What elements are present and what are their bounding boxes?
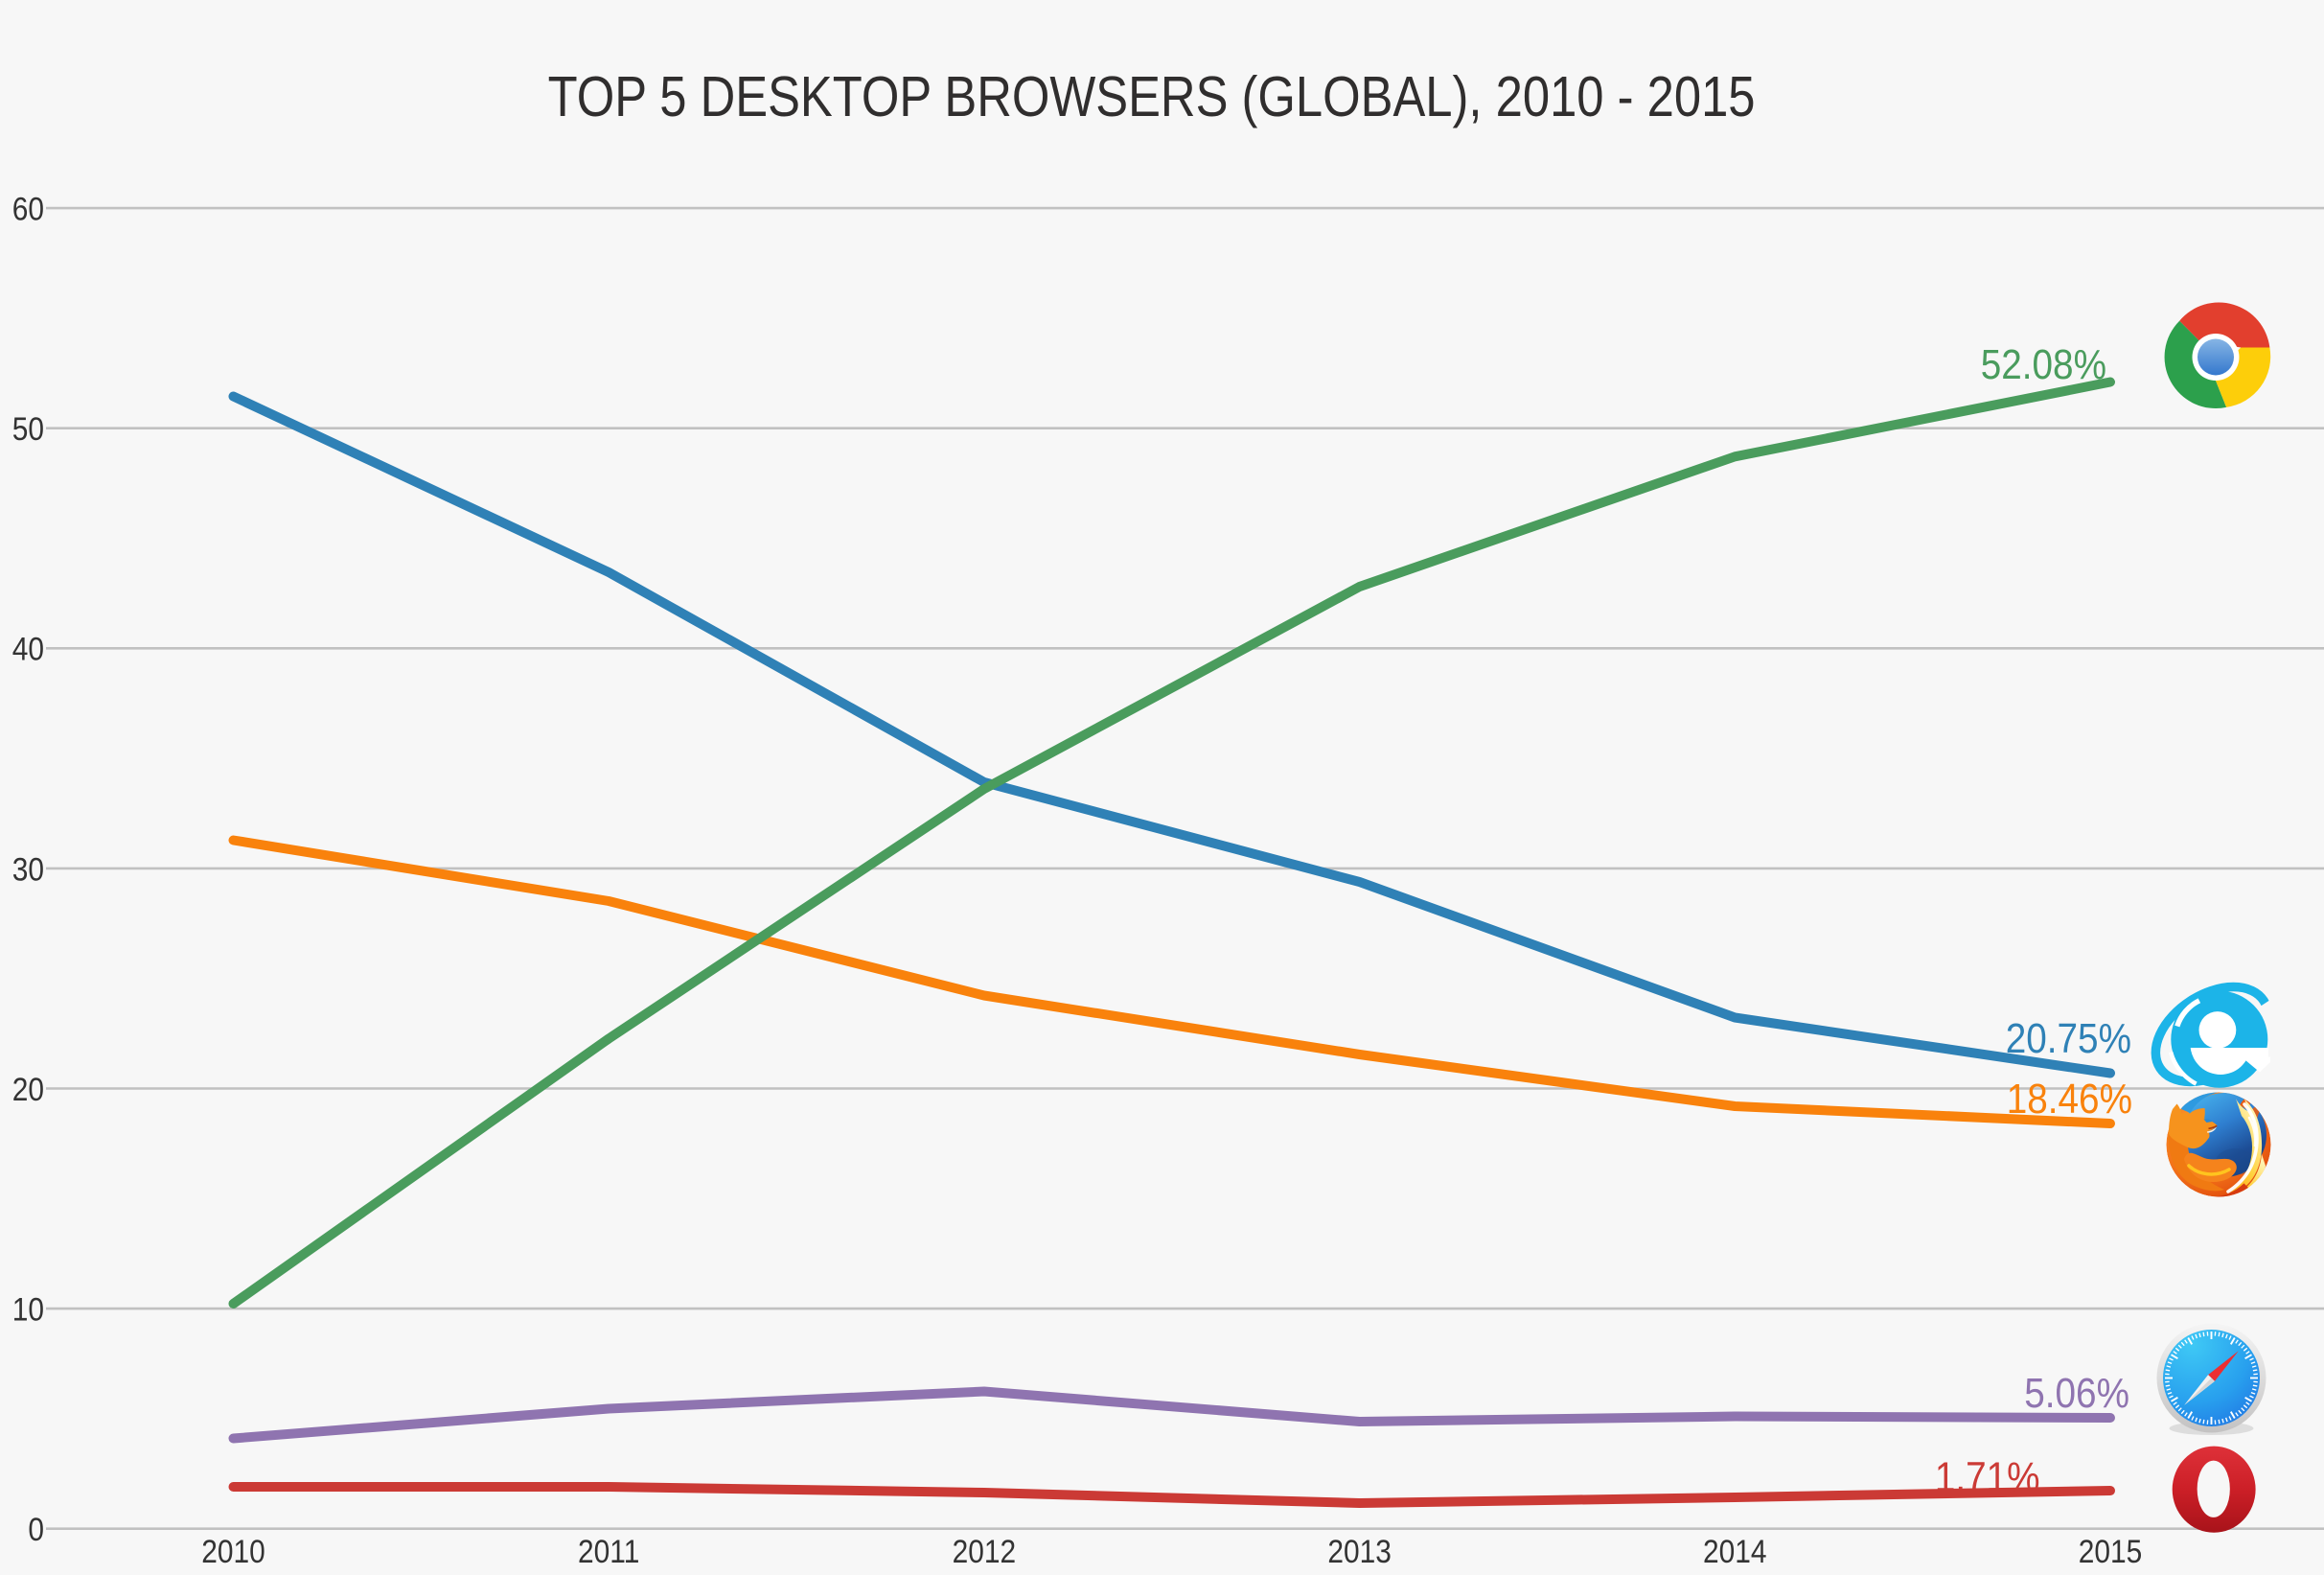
svg-text:52.08%: 52.08% [1981, 340, 2106, 388]
svg-text:18.46%: 18.46% [2007, 1075, 2132, 1123]
svg-text:2011: 2011 [578, 1533, 639, 1569]
svg-text:2012: 2012 [953, 1533, 1017, 1569]
svg-text:TOP 5 DESKTOP BROWSERS (GLOBAL: TOP 5 DESKTOP BROWSERS (GLOBAL), 2010 - … [548, 64, 1756, 127]
svg-text:2014: 2014 [1703, 1533, 1767, 1569]
svg-text:10: 10 [12, 1291, 44, 1328]
svg-text:2013: 2013 [1327, 1533, 1392, 1569]
svg-text:40: 40 [12, 631, 44, 667]
svg-text:60: 60 [12, 191, 44, 227]
svg-text:0: 0 [28, 1511, 44, 1547]
svg-text:50: 50 [12, 410, 44, 447]
svg-text:5.06%: 5.06% [2024, 1369, 2129, 1417]
svg-text:20: 20 [12, 1071, 44, 1107]
svg-text:2015: 2015 [2079, 1533, 2143, 1569]
svg-text:20.75%: 20.75% [2006, 1014, 2131, 1062]
svg-text:2010: 2010 [201, 1533, 265, 1569]
svg-text:1.71%: 1.71% [1935, 1452, 2040, 1500]
svg-text:30: 30 [12, 851, 44, 888]
